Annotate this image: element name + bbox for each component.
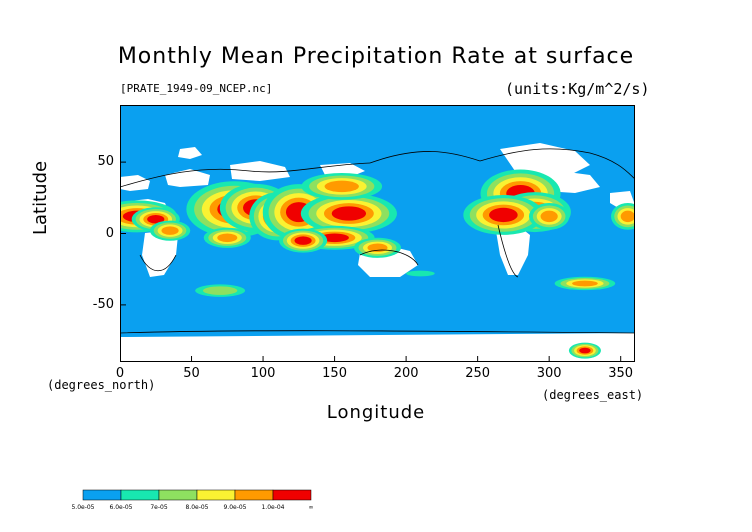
map-background: [120, 105, 635, 362]
colorbar-swatch: [158, 489, 198, 501]
missing-land-area: [120, 333, 635, 362]
x-tick-label: 200: [393, 366, 419, 381]
missing-land-area: [230, 161, 290, 181]
precip-region-level-4: [540, 210, 558, 223]
colorbar-swatch: [272, 489, 312, 501]
y-axis-unit-note: (degrees_east): [542, 388, 644, 402]
missing-land-area: [165, 169, 210, 187]
x-tick-label: 350: [608, 366, 634, 381]
precip-region-level-2: [202, 286, 238, 295]
coastline: [479, 148, 635, 180]
colorbar-label: 1.0e-04: [261, 504, 285, 511]
colorbar-swatch: [82, 489, 122, 501]
missing-land-area: [495, 223, 530, 275]
missing-land-area: [500, 143, 590, 177]
colorbar-label: 6.0e-05: [109, 504, 133, 511]
y-axis-label: Latitude: [30, 160, 51, 235]
precip-region-level-4: [572, 280, 598, 287]
colorbar-label: 9.0e-05: [223, 504, 247, 511]
coastline: [120, 330, 635, 334]
precip-region-level-5: [331, 206, 367, 221]
precip-region-level-4: [367, 243, 388, 253]
precip-region-level-5: [294, 236, 312, 245]
x-axis-unit-note: (degrees_north): [47, 378, 156, 392]
precip-region-level-4: [217, 233, 238, 243]
colorbar-swatch: [196, 489, 236, 501]
coastline: [139, 254, 177, 272]
coastline: [120, 162, 371, 188]
x-axis-label: Longitude: [326, 402, 426, 423]
y-tick-label: -50: [92, 296, 114, 312]
colorbar-label: 8.0e-05: [185, 504, 209, 511]
precip-region-level-5: [147, 214, 165, 224]
colorbar-label: 5.0e-05: [71, 504, 95, 511]
colorbar: [82, 489, 312, 501]
colorbar-swatch: [234, 489, 274, 501]
precip-region-level-4: [161, 226, 179, 235]
x-tick-label: 100: [250, 366, 276, 381]
precipitation-map: [120, 105, 635, 362]
precip-region-level-1: [406, 270, 435, 277]
precip-region-level-5: [489, 207, 518, 223]
x-tick-label: 300: [536, 366, 562, 381]
x-tick-label: 150: [322, 366, 347, 381]
precip-region-level-5: [579, 347, 591, 354]
y-tick-label: 0: [105, 225, 114, 241]
precip-region-level-5: [320, 233, 349, 243]
missing-land-area: [178, 147, 202, 159]
colorbar-label: ∞: [308, 504, 314, 511]
x-tick-label: 0: [115, 366, 125, 381]
x-tick-label: 50: [183, 366, 200, 381]
coastline: [497, 224, 519, 278]
precip-region-level-4: [620, 210, 635, 223]
chart-title: Monthly Mean Precipitation Rate at surfa…: [117, 44, 635, 69]
coastline: [369, 151, 481, 164]
x-tick-label: 250: [465, 366, 491, 381]
colorbar-swatch: [120, 489, 160, 501]
coastline: [359, 249, 419, 266]
dataset-filename: [PRATE_1949-09_NCEP.nc]: [120, 82, 273, 95]
colorbar-label: 7e-05: [150, 504, 168, 511]
precip-region-level-4: [324, 180, 359, 193]
y-tick-label: 50: [97, 154, 114, 170]
units-label: (units:Kg/m^2/s): [505, 80, 650, 98]
